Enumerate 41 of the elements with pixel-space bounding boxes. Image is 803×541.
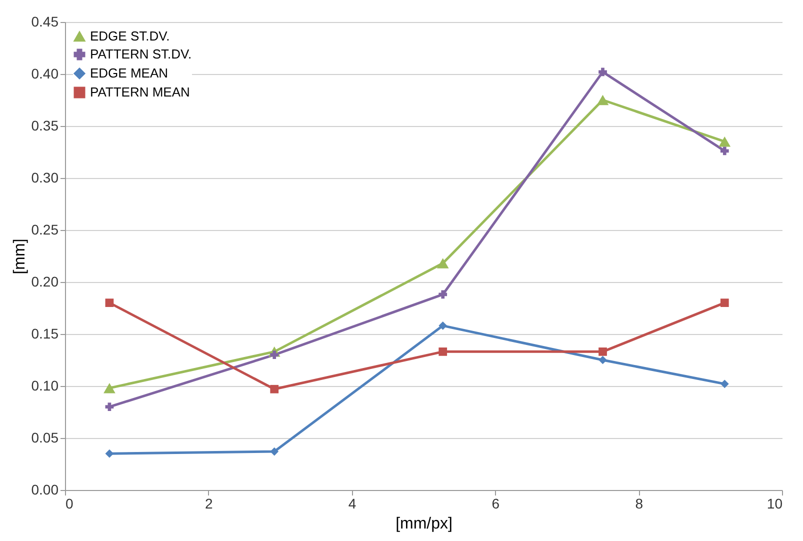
legend-label: EDGE ST.DV.: [90, 28, 170, 44]
point: [436, 258, 449, 268]
legend-label: PATTERN MEAN: [90, 84, 190, 100]
x-tick-label: 8: [635, 496, 644, 512]
point: [720, 298, 729, 307]
point: [270, 350, 279, 359]
point: [598, 68, 607, 76]
x-tick-label: 6: [492, 496, 500, 512]
point: [598, 347, 607, 356]
x-tick-label: 0: [66, 496, 74, 512]
point: [105, 402, 114, 411]
point: [270, 447, 279, 456]
x-tick-label: 4: [348, 496, 356, 512]
y-tick-label: 0.40: [31, 66, 59, 82]
x-axis-title: [mm/px]: [396, 516, 452, 532]
point: [438, 290, 448, 299]
point: [720, 146, 729, 156]
y-tick-label: 0.25: [31, 222, 59, 238]
point: [438, 347, 448, 356]
point: [105, 449, 114, 458]
legend-label: EDGE MEAN: [90, 66, 168, 80]
legend-label: PATTERN ST.DV.: [90, 46, 192, 62]
y-tick-label: 0.30: [31, 170, 59, 186]
y-tick-label: 0.05: [31, 430, 59, 446]
point: [105, 298, 114, 307]
point: [104, 382, 116, 394]
point: [596, 94, 609, 106]
y-tick-label: 0.35: [31, 118, 59, 134]
y-tick-label: 0.00: [31, 482, 59, 498]
x-tick-label: 10: [766, 496, 783, 512]
y-tick-label: 0.15: [31, 326, 59, 342]
y-tick-label: 0.20: [31, 274, 59, 290]
y-tick-label: 0.45: [31, 14, 59, 30]
point: [718, 136, 731, 147]
point: [720, 380, 729, 388]
y-axis-title: [mm]: [11, 238, 28, 274]
x-tick-label: 2: [205, 496, 213, 512]
point: [270, 384, 279, 394]
y-tick-label: 0.10: [31, 378, 59, 394]
point: [598, 356, 607, 364]
point: [438, 321, 448, 330]
